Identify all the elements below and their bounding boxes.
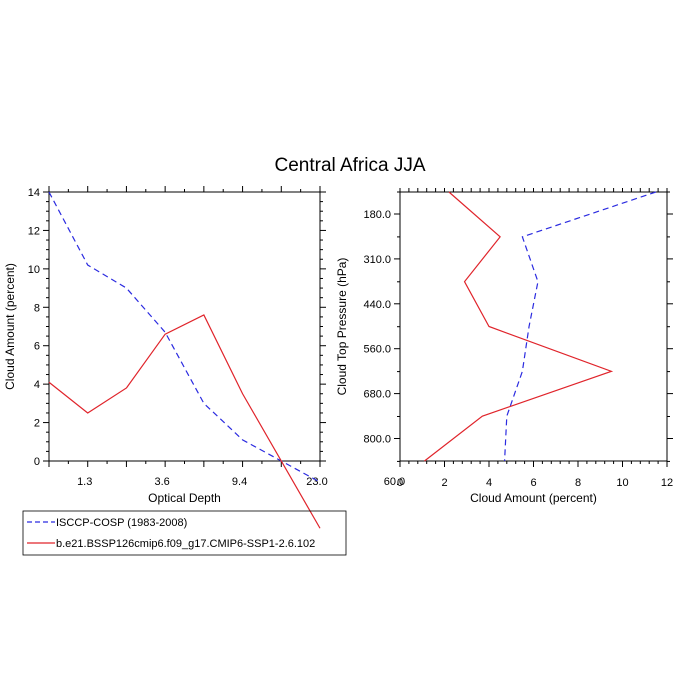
optical-depth-series-model xyxy=(48,314,321,529)
legend-label-model: b.e21.BSSP126cmip6.f09_g17.CMIP6-SSP1-2.… xyxy=(56,538,315,550)
x-tick-label: 4 xyxy=(486,477,492,489)
y-tick-label: 14 xyxy=(28,187,40,199)
optical-depth-panel: 0 2 4 6 8 10 12 14 1.3 3.6 9.4 23.0 60.0 Optical Dep… xyxy=(3,186,405,529)
y-tick-label: 440.0 xyxy=(363,299,391,311)
cloud-top-pressure-x-label: Cloud Amount (percent) xyxy=(470,491,597,505)
pressure-series-obs xyxy=(503,191,657,462)
legend-label-obs: ISCCP-COSP (1983-2008) xyxy=(56,517,187,529)
y-tick-label: 310.0 xyxy=(363,254,391,266)
legend-box xyxy=(22,510,347,556)
optical-depth-series-obs xyxy=(48,191,321,483)
cloud-top-pressure-panel: 0 2 4 6 8 10 12180.0310.0440.0560.0680.0800.0 … xyxy=(335,188,673,505)
y-tick-label: 180.0 xyxy=(363,209,391,221)
optical-depth-x-label: Optical Depth xyxy=(148,491,221,505)
y-tick-label: 8 xyxy=(34,302,40,314)
cloud-top-pressure-plot-frame xyxy=(399,191,668,462)
y-tick-label: 10 xyxy=(28,264,40,276)
x-tick-label: 2 xyxy=(441,477,447,489)
y-tick-label: 0 xyxy=(34,456,40,468)
x-tick-label: 9.4 xyxy=(232,476,247,488)
y-tick-label: 12 xyxy=(28,225,40,237)
pressure-series-model xyxy=(424,191,614,462)
x-tick-label: 0 xyxy=(397,477,403,489)
x-tick-label: 6 xyxy=(530,477,536,489)
optical-depth-y-label: Cloud Amount (percent) xyxy=(3,263,17,390)
y-tick-label: 2 xyxy=(34,418,40,430)
x-tick-label: 60.0 xyxy=(384,476,405,488)
legend: ISCCP-COSP (1983-2008) b.e21.BSSP126cmip… xyxy=(22,510,347,556)
x-tick-label: 1.3 xyxy=(77,476,92,488)
y-tick-label: 4 xyxy=(34,379,40,391)
x-tick-label: 12 xyxy=(661,477,673,489)
x-tick-label: 10 xyxy=(616,477,628,489)
y-tick-label: 680.0 xyxy=(363,389,391,401)
y-tick-label: 6 xyxy=(34,341,40,353)
y-tick-label: 800.0 xyxy=(363,434,391,446)
optical-depth-plot-frame xyxy=(48,191,321,462)
chart-title: Central Africa JJA xyxy=(275,155,426,176)
y-tick-label: 560.0 xyxy=(363,344,391,356)
x-tick-label: 8 xyxy=(575,477,581,489)
x-tick-label: 3.6 xyxy=(154,476,169,488)
x-tick-label: 23.0 xyxy=(306,476,327,488)
cloud-top-pressure-y-label: Cloud Top Pressure (hPa) xyxy=(335,258,349,396)
